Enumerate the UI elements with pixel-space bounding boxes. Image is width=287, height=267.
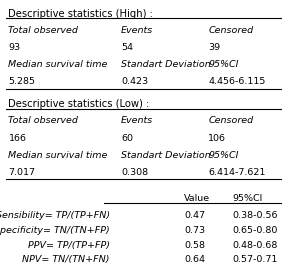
Text: Value: Value <box>184 194 210 203</box>
Text: Censored: Censored <box>208 116 253 125</box>
Text: 93: 93 <box>9 43 21 52</box>
Text: 0.57-0.71: 0.57-0.71 <box>232 256 278 264</box>
Text: Standart Deviation: Standart Deviation <box>121 151 211 159</box>
Text: 6.414-7.621: 6.414-7.621 <box>208 167 265 176</box>
Text: PPV= TP/(TP+FP): PPV= TP/(TP+FP) <box>28 241 110 250</box>
Text: Descriptive statistics (Low) :: Descriptive statistics (Low) : <box>9 100 150 109</box>
Text: Median survival time: Median survival time <box>9 60 108 69</box>
Text: Events: Events <box>121 26 153 35</box>
Text: 5.285: 5.285 <box>9 77 36 86</box>
Text: 0.423: 0.423 <box>121 77 148 86</box>
Text: Median survival time: Median survival time <box>9 151 108 159</box>
Text: 54: 54 <box>121 43 133 52</box>
Text: 166: 166 <box>9 134 26 143</box>
Text: Specificity= TN/(TN+FP): Specificity= TN/(TN+FP) <box>0 226 110 235</box>
Text: 39: 39 <box>208 43 220 52</box>
Text: 0.38-0.56: 0.38-0.56 <box>232 211 278 220</box>
Text: 0.58: 0.58 <box>184 241 205 250</box>
Text: 0.64: 0.64 <box>184 256 205 264</box>
Text: 95%CI: 95%CI <box>208 60 238 69</box>
Text: 95%CI: 95%CI <box>208 151 238 159</box>
Text: 106: 106 <box>208 134 226 143</box>
Text: Sensibility= TP/(TP+FN): Sensibility= TP/(TP+FN) <box>0 211 110 220</box>
Text: 95%CI: 95%CI <box>232 194 263 203</box>
Text: 0.47: 0.47 <box>184 211 205 220</box>
Text: 0.65-0.80: 0.65-0.80 <box>232 226 278 235</box>
Text: Censored: Censored <box>208 26 253 35</box>
Text: Total observed: Total observed <box>9 116 78 125</box>
Text: Descriptive statistics (High) :: Descriptive statistics (High) : <box>9 9 153 19</box>
Text: 60: 60 <box>121 134 133 143</box>
Text: 4.456-6.115: 4.456-6.115 <box>208 77 265 86</box>
Text: 7.017: 7.017 <box>9 167 36 176</box>
Text: Standart Deviation: Standart Deviation <box>121 60 211 69</box>
Text: Events: Events <box>121 116 153 125</box>
Text: Total observed: Total observed <box>9 26 78 35</box>
Text: 0.73: 0.73 <box>184 226 205 235</box>
Text: 0.308: 0.308 <box>121 167 148 176</box>
Text: NPV= TN/(TN+FN): NPV= TN/(TN+FN) <box>22 256 110 264</box>
Text: 0.48-0.68: 0.48-0.68 <box>232 241 278 250</box>
